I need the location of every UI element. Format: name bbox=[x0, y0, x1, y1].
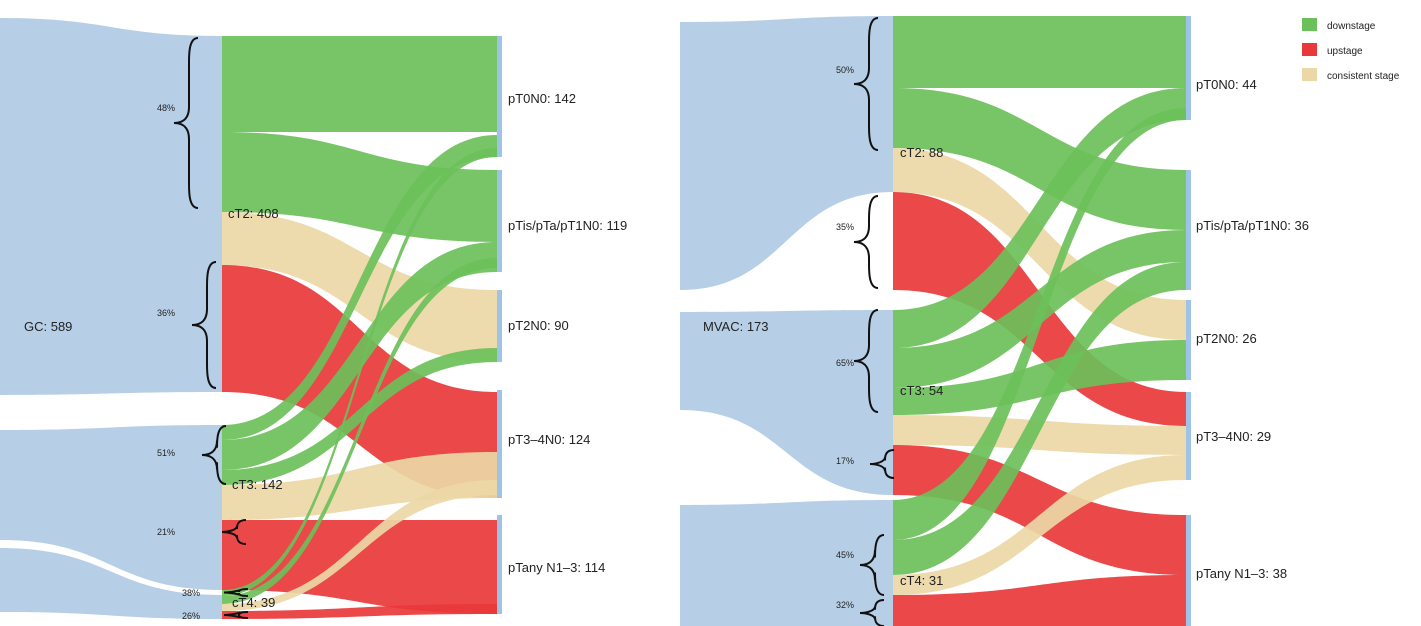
pct-mvac-ct2-up: 35% bbox=[836, 222, 854, 232]
gc-brace-3 bbox=[221, 519, 247, 545]
gc-target-node-2 bbox=[497, 290, 502, 362]
mvac-source-flow-ct4 bbox=[680, 500, 893, 626]
gc-flow-4 bbox=[222, 135, 497, 440]
mvac-brace-2 bbox=[853, 309, 879, 413]
legend-label-consistent: consistent stage bbox=[1327, 71, 1400, 82]
target-label-gc-pt34: pT3–4N0: 124 bbox=[508, 432, 590, 447]
legend-swatch-consistent bbox=[1302, 68, 1317, 81]
mvac-flow-12 bbox=[893, 575, 1186, 626]
gc-flow-1 bbox=[222, 132, 497, 242]
gc-target-node-3 bbox=[497, 390, 502, 498]
mvac-flow-0 bbox=[893, 16, 1186, 88]
labels-layer: GC: 589 cT2: 408 cT3: 142 cT4: 39 pT0N0:… bbox=[24, 18, 1400, 621]
mvac-flow-10 bbox=[893, 262, 1186, 575]
mvac-target-node-2 bbox=[1186, 300, 1191, 380]
mvac-target-node-1 bbox=[1186, 170, 1191, 290]
mvac-brace-3 bbox=[869, 449, 895, 479]
legend-label-downstage: downstage bbox=[1327, 21, 1376, 32]
gc-source-flow-ct3 bbox=[0, 425, 222, 590]
mvac-brace-4 bbox=[859, 534, 885, 596]
mvac-brace-5 bbox=[859, 599, 885, 626]
node-label-mvac-ct2: cT2: 88 bbox=[900, 145, 943, 160]
gc-brace-2 bbox=[201, 425, 227, 485]
gc-target-node-0 bbox=[497, 36, 502, 157]
gc-flow-7 bbox=[222, 452, 497, 520]
gc-source-flow-ct2 bbox=[0, 18, 222, 395]
mvac-flow-1 bbox=[893, 88, 1186, 230]
target-label-mvac-pt34: pT3–4N0: 29 bbox=[1196, 429, 1271, 444]
braces-layer bbox=[173, 17, 895, 626]
target-label-gc-ptany: pTany N1–3: 114 bbox=[508, 560, 605, 575]
target-label-mvac-pt0n0: pT0N0: 44 bbox=[1196, 77, 1257, 92]
gc-flow-3 bbox=[222, 265, 497, 498]
mvac-target-node-3 bbox=[1186, 392, 1191, 480]
node-label-mvac-ct3: cT3: 54 bbox=[900, 383, 943, 398]
mvac-flow-7 bbox=[893, 415, 1186, 455]
node-label-gc-ct4: cT4: 39 bbox=[232, 595, 275, 610]
target-label-gc-pt0n0: pT0N0: 142 bbox=[508, 91, 576, 106]
gc-brace-1 bbox=[191, 261, 217, 389]
target-label-gc-ptis: pTis/pTa/pT1N0: 119 bbox=[508, 218, 627, 233]
pct-mvac-ct2-down: 50% bbox=[836, 65, 854, 75]
target-label-mvac-pt2n0: pT2N0: 26 bbox=[1196, 331, 1257, 346]
gc-flow-9 bbox=[222, 148, 497, 596]
pct-gc-ct2-up: 36% bbox=[157, 308, 175, 318]
gc-brace-0 bbox=[173, 37, 199, 209]
mvac-brace-1 bbox=[853, 195, 879, 289]
gc-flow-0 bbox=[222, 36, 497, 132]
mvac-brace-0 bbox=[853, 17, 879, 151]
gc-flow-10 bbox=[222, 258, 497, 604]
gc-target-node-1 bbox=[497, 170, 502, 272]
node-label-gc-ct2: cT2: 408 bbox=[228, 206, 279, 221]
gc-flow-5 bbox=[222, 242, 497, 470]
mvac-flow-9 bbox=[893, 108, 1186, 540]
mvac-target-node-4 bbox=[1186, 515, 1191, 626]
node-label-mvac-ct4: cT4: 31 bbox=[900, 573, 943, 588]
gc-source-flow-ct4 bbox=[0, 548, 222, 619]
target-label-gc-pt2n0: pT2N0: 90 bbox=[508, 318, 569, 333]
pct-gc-ct3-down: 51% bbox=[157, 448, 175, 458]
gc-flow-12 bbox=[222, 604, 497, 619]
legend: downstage upstage consistent stage bbox=[1302, 18, 1400, 82]
source-label-gc: GC: 589 bbox=[24, 319, 72, 334]
legend-label-upstage: upstage bbox=[1327, 46, 1363, 57]
flows-layer bbox=[0, 16, 1191, 626]
target-label-mvac-ptany: pTany N1–3: 38 bbox=[1196, 566, 1287, 581]
gc-brace-5 bbox=[223, 611, 249, 619]
node-label-gc-ct3: cT3: 142 bbox=[232, 477, 283, 492]
target-label-mvac-ptis: pTis/pTa/pT1N0: 36 bbox=[1196, 218, 1309, 233]
pct-gc-ct3-up: 21% bbox=[157, 527, 175, 537]
legend-swatch-upstage bbox=[1302, 43, 1317, 56]
gc-target-node-4 bbox=[497, 515, 502, 614]
mvac-target-node-0 bbox=[1186, 16, 1191, 120]
source-label-mvac: MVAC: 173 bbox=[703, 319, 769, 334]
mvac-flow-6 bbox=[893, 340, 1186, 415]
mvac-flow-4 bbox=[893, 88, 1186, 348]
gc-flow-6 bbox=[222, 348, 497, 485]
mvac-source-flow-ct3 bbox=[680, 310, 893, 495]
pct-gc-ct2-down: 48% bbox=[157, 103, 175, 113]
pct-mvac-ct3-up: 17% bbox=[836, 456, 854, 466]
gc-flow-11 bbox=[222, 480, 497, 611]
pct-mvac-ct4-up: 32% bbox=[836, 600, 854, 610]
pct-mvac-ct4-down: 45% bbox=[836, 550, 854, 560]
legend-swatch-downstage bbox=[1302, 18, 1317, 31]
pct-gc-ct4-up: 26% bbox=[182, 611, 200, 621]
mvac-source-flow-ct2 bbox=[680, 16, 893, 290]
pct-gc-ct4-down: 38% bbox=[182, 588, 200, 598]
mvac-flow-11 bbox=[893, 455, 1186, 595]
gc-brace-4 bbox=[223, 588, 249, 597]
pct-mvac-ct3-down: 65% bbox=[836, 358, 854, 368]
